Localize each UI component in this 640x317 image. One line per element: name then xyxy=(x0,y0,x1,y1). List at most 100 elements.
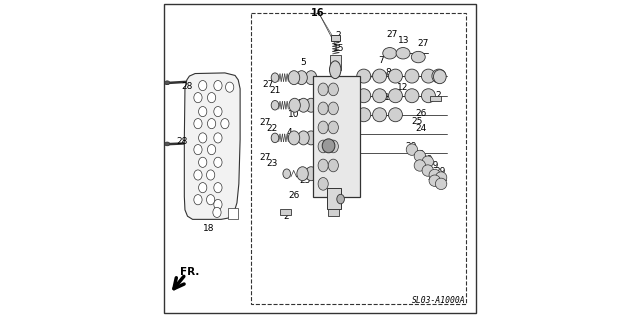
Ellipse shape xyxy=(194,119,202,129)
Text: 6: 6 xyxy=(291,74,296,83)
Text: 29: 29 xyxy=(406,142,417,151)
Text: 27: 27 xyxy=(262,80,274,89)
Ellipse shape xyxy=(289,98,300,112)
Ellipse shape xyxy=(356,108,371,122)
Text: 12: 12 xyxy=(397,83,409,92)
Ellipse shape xyxy=(422,156,433,167)
Ellipse shape xyxy=(288,131,300,145)
Ellipse shape xyxy=(318,83,328,96)
Ellipse shape xyxy=(305,98,317,112)
Text: FR.: FR. xyxy=(180,267,199,277)
Ellipse shape xyxy=(305,71,317,85)
Ellipse shape xyxy=(298,131,309,145)
Text: 25: 25 xyxy=(299,176,310,184)
Text: 1: 1 xyxy=(336,61,342,70)
Text: 5: 5 xyxy=(301,58,307,67)
Text: 29: 29 xyxy=(434,167,445,176)
Ellipse shape xyxy=(213,207,221,217)
Ellipse shape xyxy=(405,89,419,103)
Ellipse shape xyxy=(305,167,317,181)
Ellipse shape xyxy=(194,145,202,155)
Ellipse shape xyxy=(207,170,215,180)
Ellipse shape xyxy=(271,73,279,82)
Text: 4: 4 xyxy=(287,128,292,137)
Ellipse shape xyxy=(198,81,207,91)
Ellipse shape xyxy=(322,139,335,153)
Ellipse shape xyxy=(164,142,170,146)
Text: 29: 29 xyxy=(414,150,425,158)
Ellipse shape xyxy=(330,61,341,79)
Ellipse shape xyxy=(396,48,410,59)
Text: 16: 16 xyxy=(311,8,325,18)
Ellipse shape xyxy=(194,93,202,103)
Ellipse shape xyxy=(298,98,309,112)
Ellipse shape xyxy=(296,71,307,85)
Ellipse shape xyxy=(388,108,403,122)
Ellipse shape xyxy=(214,183,222,193)
Ellipse shape xyxy=(164,81,170,85)
Text: 21: 21 xyxy=(269,86,281,94)
Text: 2: 2 xyxy=(335,31,340,40)
Text: 23: 23 xyxy=(267,159,278,168)
Ellipse shape xyxy=(432,69,446,83)
Text: 17: 17 xyxy=(327,134,339,143)
Ellipse shape xyxy=(194,170,202,180)
Text: 2: 2 xyxy=(284,212,289,221)
Ellipse shape xyxy=(271,133,279,143)
Text: 28: 28 xyxy=(181,82,193,91)
Ellipse shape xyxy=(435,178,447,190)
Ellipse shape xyxy=(283,169,291,178)
Ellipse shape xyxy=(356,89,371,103)
Ellipse shape xyxy=(421,69,435,83)
Ellipse shape xyxy=(372,69,387,83)
Text: 20: 20 xyxy=(335,166,347,175)
Text: 26: 26 xyxy=(415,109,426,118)
Ellipse shape xyxy=(421,89,435,103)
Ellipse shape xyxy=(422,165,433,176)
Ellipse shape xyxy=(214,157,222,167)
Text: 24: 24 xyxy=(416,124,427,133)
Text: 14: 14 xyxy=(300,134,311,143)
Text: 27: 27 xyxy=(386,30,397,39)
Ellipse shape xyxy=(372,108,387,122)
Text: 28: 28 xyxy=(177,137,188,146)
Text: 29: 29 xyxy=(422,155,433,164)
Ellipse shape xyxy=(356,69,371,83)
Ellipse shape xyxy=(297,167,308,181)
Ellipse shape xyxy=(207,119,216,129)
Ellipse shape xyxy=(225,82,234,92)
Text: 29: 29 xyxy=(434,177,445,186)
Text: 27: 27 xyxy=(417,39,428,48)
Ellipse shape xyxy=(271,100,279,110)
Text: 8: 8 xyxy=(385,68,390,77)
Ellipse shape xyxy=(412,51,425,63)
Text: 27: 27 xyxy=(259,153,271,162)
Bar xyxy=(326,188,340,209)
Ellipse shape xyxy=(288,71,300,85)
Ellipse shape xyxy=(414,150,426,162)
Bar xyxy=(228,208,237,219)
Text: 25: 25 xyxy=(412,117,422,126)
Ellipse shape xyxy=(318,178,328,190)
Text: 11: 11 xyxy=(384,93,396,101)
Ellipse shape xyxy=(388,89,403,103)
Text: 7: 7 xyxy=(379,56,385,65)
Ellipse shape xyxy=(221,119,229,129)
Ellipse shape xyxy=(214,199,222,210)
Ellipse shape xyxy=(318,102,328,115)
Bar xyxy=(280,209,291,215)
Ellipse shape xyxy=(383,48,397,59)
Ellipse shape xyxy=(337,194,344,204)
Ellipse shape xyxy=(214,107,222,117)
Text: 3: 3 xyxy=(298,100,303,108)
Ellipse shape xyxy=(198,157,207,167)
Ellipse shape xyxy=(328,121,339,134)
Ellipse shape xyxy=(435,172,447,183)
Ellipse shape xyxy=(405,69,419,83)
Ellipse shape xyxy=(207,195,215,205)
Ellipse shape xyxy=(207,145,216,155)
Text: SL03-A1000A: SL03-A1000A xyxy=(412,296,465,305)
Text: 26: 26 xyxy=(288,191,300,200)
Ellipse shape xyxy=(328,140,339,153)
Ellipse shape xyxy=(198,107,207,117)
